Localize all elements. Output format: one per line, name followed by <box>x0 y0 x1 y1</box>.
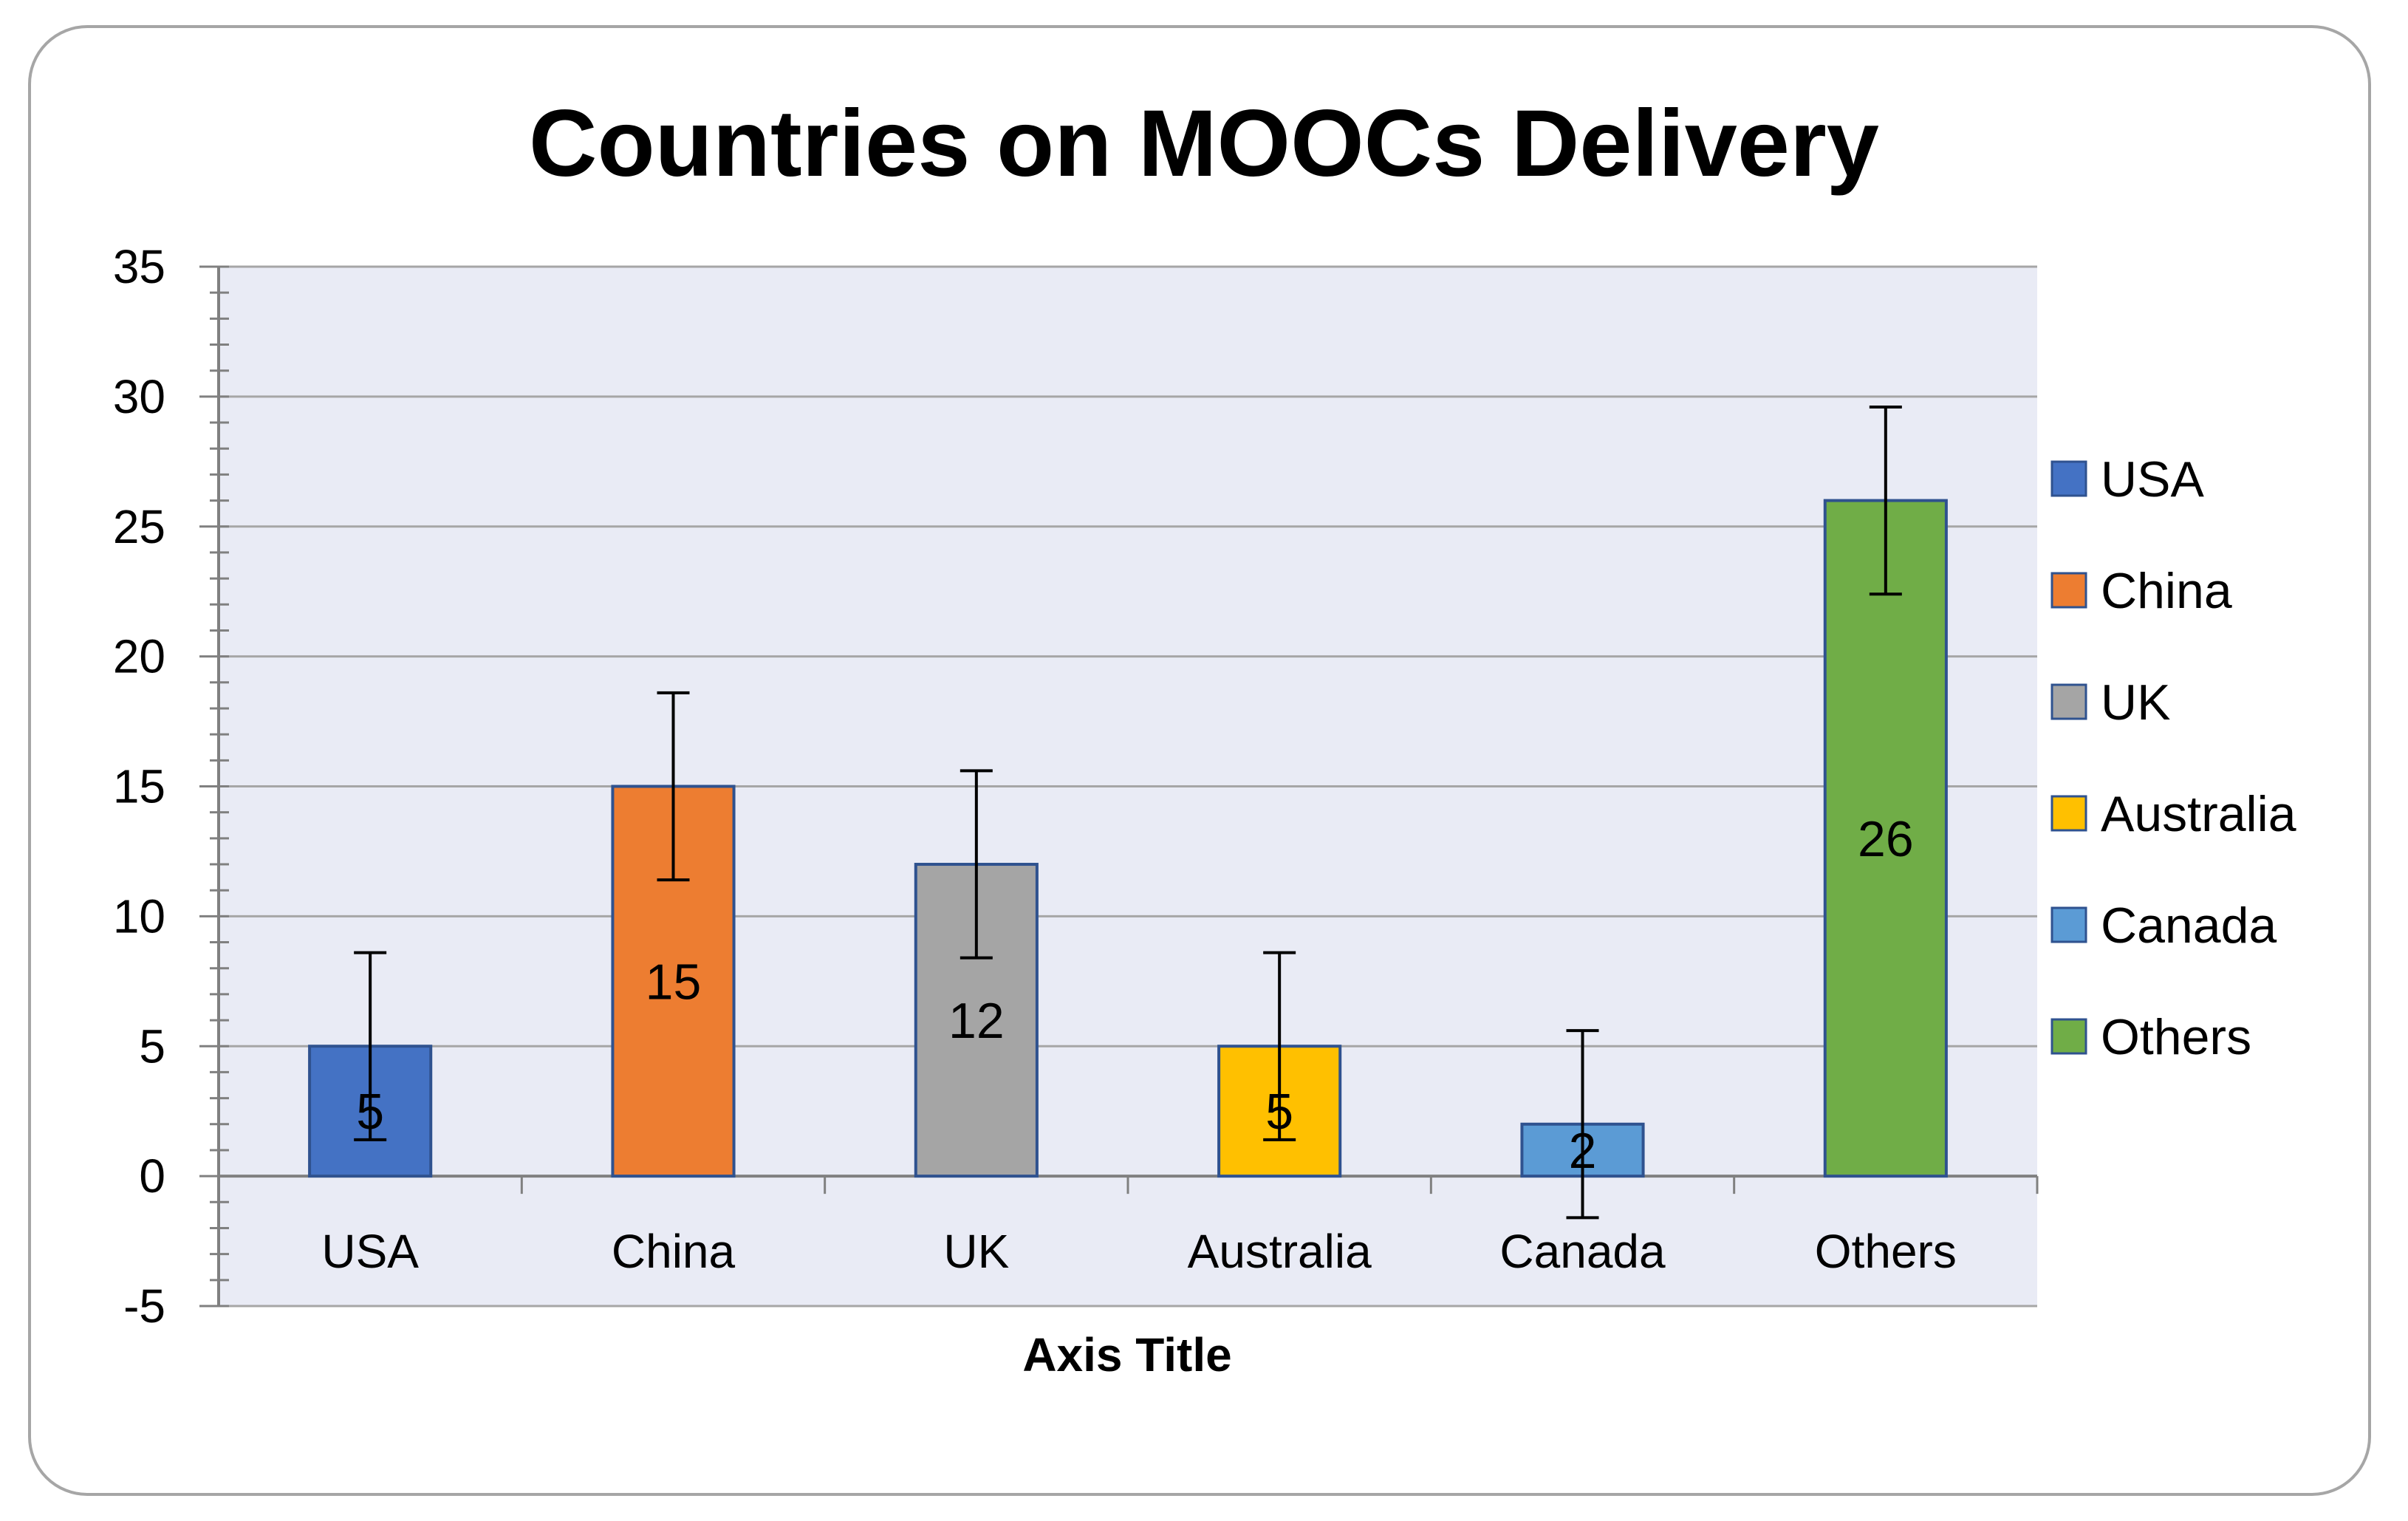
y-tick-label: 25 <box>113 500 165 553</box>
bar-others <box>1823 499 1948 1178</box>
legend: USA China UK Australia Canada Others <box>2050 451 2296 1065</box>
legend-swatch-china <box>2050 572 2087 609</box>
legend-swatch-australia <box>2050 795 2087 832</box>
data-label: 26 <box>1858 811 1914 867</box>
data-label: 15 <box>646 954 702 1010</box>
y-tick-label: -5 <box>123 1279 165 1333</box>
y-tick-label: 20 <box>113 630 165 683</box>
x-tick-label: Canada <box>1499 1225 1666 1278</box>
legend-swatch-canada <box>2050 906 2087 943</box>
chart-title: Countries on MOOCs Delivery <box>529 91 1879 196</box>
x-tick-label: Australia <box>1188 1225 1372 1278</box>
x-tick-label: UK <box>943 1225 1009 1278</box>
legend-label-china: China <box>2101 563 2232 619</box>
data-label: 5 <box>1265 1084 1293 1140</box>
legend-swatch-usa <box>2050 460 2087 497</box>
legend-swatch-uk <box>2050 683 2087 720</box>
data-label: 2 <box>1569 1123 1597 1179</box>
x-tick-label: USA <box>321 1225 419 1278</box>
legend-label-canada: Canada <box>2101 898 2277 954</box>
data-label: 5 <box>356 1084 384 1140</box>
data-label: 12 <box>948 993 1005 1049</box>
y-tick-label: 30 <box>113 370 165 423</box>
plot-area: -5 0 5 10 15 20 25 30 35 5 USA 15 China 12 UK 5 Australi… <box>113 240 2039 1333</box>
y-tick-label: 35 <box>113 240 165 293</box>
y-tick-label: 15 <box>113 760 165 813</box>
legend-label-uk: UK <box>2101 674 2170 731</box>
legend-label-usa: USA <box>2101 451 2204 507</box>
legend-label-australia: Australia <box>2101 786 2296 842</box>
x-tick-label: China <box>612 1225 736 1278</box>
y-tick-label: 5 <box>139 1019 165 1073</box>
legend-swatch-others <box>2050 1018 2087 1055</box>
x-axis-title: Axis Title <box>1022 1328 1231 1381</box>
legend-label-others: Others <box>2101 1009 2251 1065</box>
x-tick-label: Others <box>1815 1225 1957 1278</box>
y-tick-label: 10 <box>113 889 165 943</box>
y-tick-label: 0 <box>139 1149 165 1203</box>
